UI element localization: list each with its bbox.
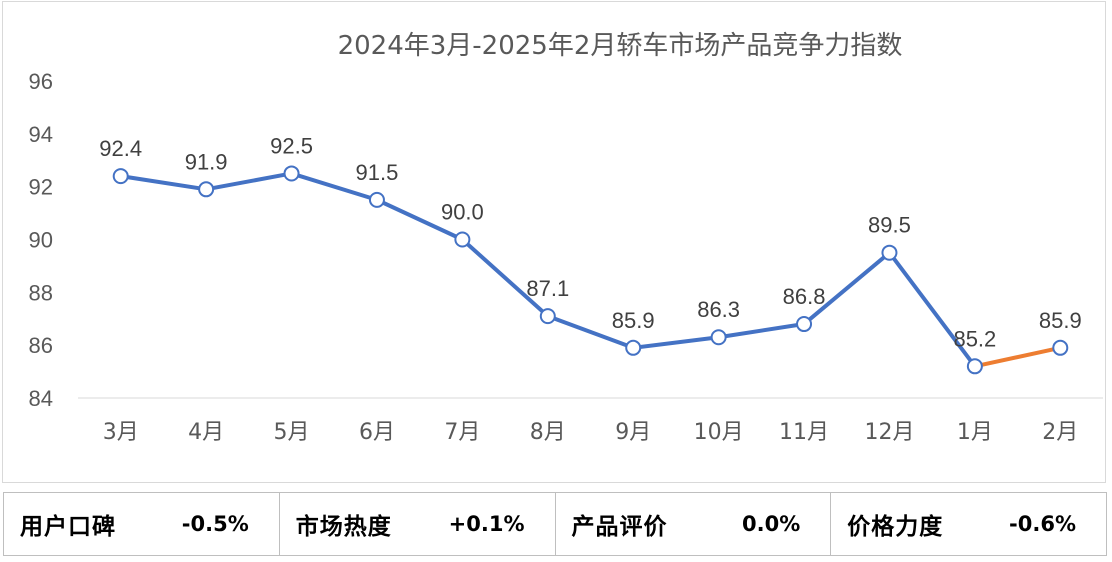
data-label: 87.1 — [526, 276, 569, 301]
data-label: 91.5 — [356, 160, 399, 185]
series-segment — [631, 335, 721, 350]
x-tick-label: 6月 — [359, 420, 395, 445]
metric-value: +0.1% — [448, 512, 525, 536]
x-tick-label: 7月 — [444, 420, 480, 445]
y-tick-label: 96 — [29, 69, 53, 94]
data-point — [710, 329, 727, 346]
data-point — [539, 308, 556, 325]
data-label: 85.9 — [1039, 308, 1082, 333]
data-point — [966, 358, 983, 375]
x-tick-label: 10月 — [694, 420, 744, 445]
series-segment — [716, 322, 807, 340]
y-tick-label: 94 — [29, 122, 53, 147]
y-tick-label: 86 — [29, 333, 53, 358]
metric-value: -0.6% — [1009, 512, 1076, 536]
metric-price-strength: 价格力度 -0.6% — [831, 493, 1106, 555]
metric-label: 产品评价 — [571, 514, 668, 540]
series-segment — [545, 314, 636, 350]
chart-frame: 2024年3月-2025年2月轿车市场产品竞争力指数 84 86 88 90 92 94 9… — [2, 1, 1106, 483]
data-point — [796, 316, 813, 333]
x-tick-label: 9月 — [615, 420, 651, 445]
x-axis: 3月 4月 5月 6月 7月 8月 9月 10月 11月 12月 1月 2月 — [78, 397, 1103, 445]
y-tick-label: 88 — [29, 280, 53, 305]
data-point — [283, 165, 300, 182]
series-segment — [118, 174, 209, 192]
metrics-bar: 用户口碑 -0.5% 市场热度 +0.1% 产品评价 0.0% 价格力度 -0.… — [3, 492, 1107, 556]
series-line — [118, 171, 1063, 369]
metric-value: -0.5% — [181, 512, 249, 536]
data-point — [1052, 339, 1069, 356]
data-label: 86.8 — [783, 284, 826, 309]
data-label: 92.5 — [270, 133, 313, 158]
data-point — [198, 181, 215, 198]
data-point — [112, 168, 129, 185]
series-segment — [289, 171, 379, 202]
series-segment — [802, 250, 892, 327]
data-label: 85.9 — [612, 308, 655, 333]
metric-value: 0.0% — [742, 512, 801, 536]
data-label: 92.4 — [99, 136, 142, 161]
data-label: 91.9 — [185, 149, 228, 174]
line-chart: 2024年3月-2025年2月轿车市场产品竞争力指数 84 86 88 90 92 94 9… — [29, 31, 1103, 445]
metric-user-reputation: 用户口碑 -0.5% — [4, 493, 280, 555]
data-points — [112, 165, 1069, 375]
data-labels: 92.4 91.9 92.5 91.5 90.0 87.1 85.9 86.3 86.8 89.5… — [99, 133, 1081, 351]
drop-lines — [119, 180, 1062, 374]
x-tick-label: 3月 — [103, 420, 139, 445]
metric-product-review: 产品评价 0.0% — [556, 493, 832, 555]
x-tick-label: 8月 — [530, 420, 566, 445]
metric-market-heat: 市场热度 +0.1% — [280, 493, 556, 555]
series-segment — [460, 237, 550, 319]
y-tick-label: 90 — [29, 228, 53, 253]
metric-label: 价格力度 — [847, 514, 944, 540]
data-label: 90.0 — [441, 200, 484, 225]
x-tick-label: 4月 — [188, 420, 224, 445]
data-point — [368, 191, 385, 208]
x-tick-label: 2月 — [1042, 420, 1078, 445]
data-label: 86.3 — [697, 297, 740, 322]
x-tick-label: 5月 — [274, 420, 310, 445]
series-segment — [887, 250, 977, 369]
y-tick-label: 84 — [29, 386, 53, 411]
data-point — [881, 244, 898, 261]
metric-label: 用户口碑 — [20, 514, 116, 540]
y-axis: 84 86 88 90 92 94 96 — [29, 69, 53, 411]
data-point — [454, 231, 471, 248]
metric-label: 市场热度 — [295, 514, 392, 540]
data-label: 89.5 — [868, 213, 911, 238]
series-segment — [374, 197, 465, 242]
chart-title: 2024年3月-2025年2月轿车市场产品竞争力指数 — [338, 31, 903, 61]
x-tick-label: 11月 — [779, 420, 829, 445]
x-tick-label: 1月 — [957, 420, 993, 445]
x-tick-label: 12月 — [864, 420, 914, 445]
data-point — [625, 339, 642, 356]
data-label: 85.2 — [953, 326, 996, 351]
y-tick-label: 92 — [29, 175, 53, 200]
series-segment — [204, 171, 294, 192]
series-segment-highlight — [972, 345, 1063, 369]
